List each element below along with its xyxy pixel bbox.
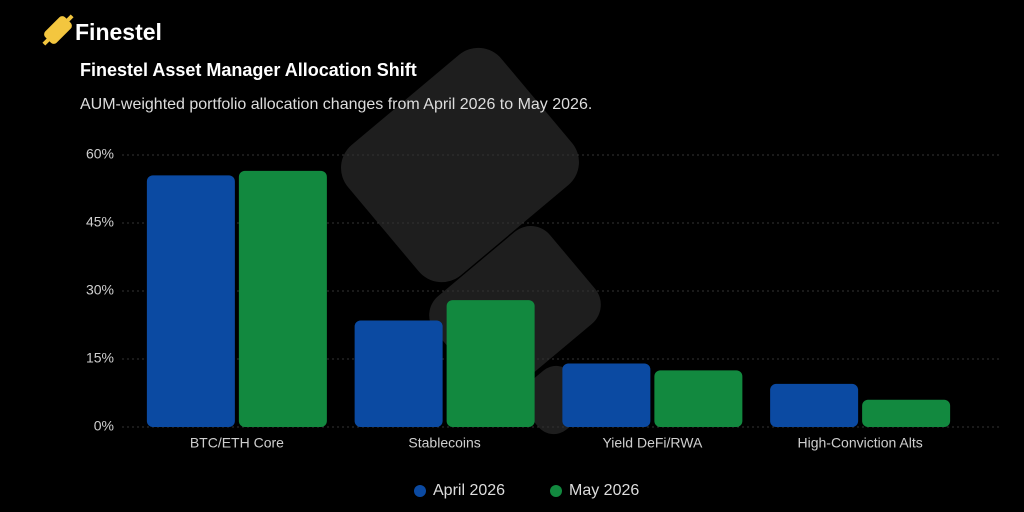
y-tick-label: 45% [86, 214, 114, 230]
chart-title: Finestel Asset Manager Allocation Shift [80, 60, 417, 80]
legend-label: May 2026 [569, 482, 639, 499]
y-tick-label: 15% [86, 350, 114, 366]
bar [654, 370, 743, 427]
x-tick-label: Stablecoins [408, 435, 480, 451]
x-tick-label: High-Conviction Alts [797, 435, 922, 451]
brand-name: Finestel [75, 19, 162, 45]
legend-label: April 2026 [433, 482, 505, 499]
x-tick-label: Yield DeFi/RWA [602, 435, 703, 451]
y-tick-label: 30% [86, 282, 114, 298]
chart-subtitle: AUM-weighted portfolio allocation change… [80, 96, 592, 113]
bar [146, 175, 235, 427]
bar [770, 383, 859, 427]
bar [238, 170, 327, 427]
x-tick-label: BTC/ETH Core [190, 435, 284, 451]
legend-marker [550, 485, 562, 497]
brand-logo [42, 14, 74, 46]
legend-marker [414, 485, 426, 497]
bar [354, 320, 443, 427]
bar [862, 399, 951, 427]
y-tick-label: 0% [94, 418, 114, 434]
y-tick-label: 60% [86, 146, 114, 162]
bar [446, 300, 535, 427]
bar [562, 363, 651, 427]
